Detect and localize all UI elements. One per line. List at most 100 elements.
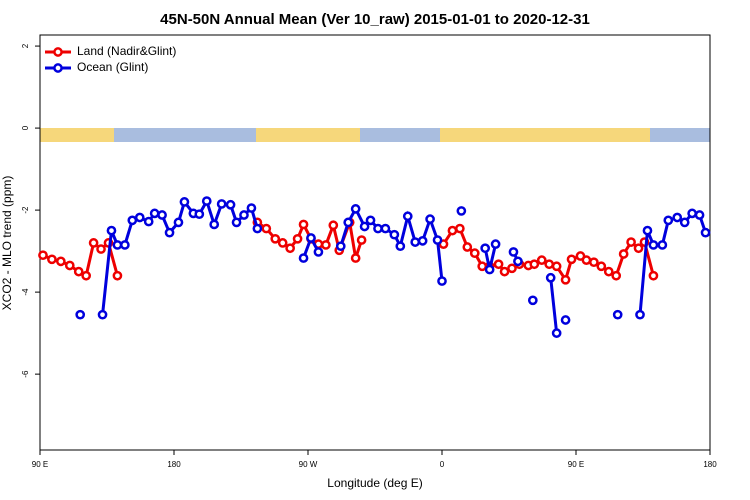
x-tick-label: 180 bbox=[703, 460, 717, 469]
x-axis-label: Longitude (deg E) bbox=[327, 476, 422, 490]
data-point bbox=[81, 270, 92, 281]
plot-frame bbox=[39, 34, 711, 451]
surface-strip bbox=[40, 128, 710, 142]
y-axis-label: XCO2 - MLO trend (ppm) bbox=[0, 176, 14, 311]
data-point bbox=[596, 261, 607, 272]
data-point bbox=[365, 215, 376, 226]
data-point bbox=[410, 237, 421, 247]
series-line bbox=[42, 216, 655, 284]
data-point bbox=[417, 236, 428, 246]
data-point bbox=[149, 208, 160, 219]
data-point bbox=[173, 217, 184, 228]
data-point bbox=[694, 210, 705, 220]
data-point bbox=[611, 270, 622, 281]
data-point bbox=[589, 257, 599, 268]
ocean-band bbox=[360, 128, 440, 142]
data-point bbox=[603, 266, 614, 277]
data-point bbox=[642, 225, 653, 236]
data-point bbox=[246, 203, 257, 213]
data-point bbox=[480, 243, 491, 254]
data-point bbox=[456, 206, 467, 216]
data-point bbox=[209, 219, 220, 230]
data-point bbox=[216, 199, 227, 209]
data-point bbox=[112, 270, 123, 281]
data-point bbox=[306, 233, 316, 243]
land-band bbox=[40, 128, 114, 142]
data-point bbox=[618, 249, 629, 259]
data-point bbox=[490, 239, 501, 249]
y-tick-label: -6 bbox=[21, 370, 30, 378]
data-point bbox=[551, 328, 562, 338]
data-point bbox=[252, 223, 263, 234]
data-point bbox=[544, 259, 555, 270]
data-point bbox=[298, 219, 309, 230]
legend-marker bbox=[53, 47, 63, 57]
data-point bbox=[455, 223, 465, 234]
ocean-band bbox=[650, 128, 710, 142]
data-point bbox=[350, 204, 361, 214]
data-point bbox=[447, 225, 458, 236]
data-point bbox=[277, 238, 288, 248]
data-point bbox=[106, 225, 117, 236]
data-point bbox=[321, 240, 331, 250]
data-point bbox=[437, 276, 447, 286]
data-point bbox=[359, 221, 370, 232]
y-tick-label: -4 bbox=[21, 288, 30, 296]
data-point bbox=[395, 241, 406, 252]
data-point bbox=[96, 244, 106, 254]
x-tick-label: 90 E bbox=[32, 460, 48, 469]
data-point bbox=[425, 214, 435, 224]
data-point bbox=[648, 270, 659, 281]
legend-label: Ocean (Glint) bbox=[77, 60, 148, 74]
land-band bbox=[440, 128, 650, 142]
data-point bbox=[536, 255, 547, 265]
data-point bbox=[75, 309, 86, 320]
legend-label: Land (Nadir&Glint) bbox=[77, 44, 176, 58]
y-tick-label: 2 bbox=[21, 43, 30, 48]
data-point bbox=[389, 229, 400, 240]
x-tick-label: 0 bbox=[440, 460, 445, 469]
chart-title: 45N-50N Annual Mean (Ver 10_raw) 2015-01… bbox=[160, 11, 590, 28]
data-point bbox=[194, 209, 205, 220]
data-point bbox=[225, 199, 236, 210]
data-point bbox=[507, 263, 517, 274]
data-point bbox=[47, 254, 57, 265]
data-point bbox=[545, 272, 556, 283]
data-point bbox=[239, 210, 249, 220]
data-point bbox=[432, 235, 443, 245]
data-point bbox=[560, 315, 571, 325]
x-tick-label: 90 E bbox=[568, 460, 584, 469]
data-point bbox=[179, 197, 190, 207]
data-point bbox=[648, 240, 659, 250]
data-point bbox=[484, 264, 495, 275]
data-point bbox=[120, 240, 130, 250]
y-tick-label: -2 bbox=[21, 206, 30, 214]
data-point bbox=[469, 248, 480, 259]
data-point bbox=[612, 309, 623, 320]
data-point bbox=[687, 208, 697, 219]
data-point bbox=[261, 223, 272, 234]
data-point bbox=[328, 220, 339, 231]
data-point bbox=[343, 217, 354, 228]
data-point bbox=[462, 242, 473, 252]
data-point bbox=[231, 217, 242, 228]
data-point bbox=[350, 253, 361, 263]
data-point bbox=[633, 243, 644, 254]
ocean-band bbox=[114, 128, 256, 142]
data-point bbox=[663, 215, 674, 226]
data-point bbox=[127, 215, 138, 226]
data-point bbox=[551, 261, 562, 272]
legend-marker bbox=[53, 63, 63, 73]
data-point bbox=[560, 274, 571, 285]
data-point bbox=[64, 260, 75, 271]
data-point bbox=[566, 254, 577, 265]
data-point bbox=[493, 259, 504, 270]
data-point bbox=[88, 238, 99, 248]
data-point bbox=[38, 250, 48, 261]
data-point bbox=[499, 266, 510, 277]
data-point bbox=[635, 309, 645, 320]
data-point bbox=[626, 237, 636, 247]
data-point bbox=[112, 240, 123, 250]
data-point bbox=[513, 256, 523, 267]
